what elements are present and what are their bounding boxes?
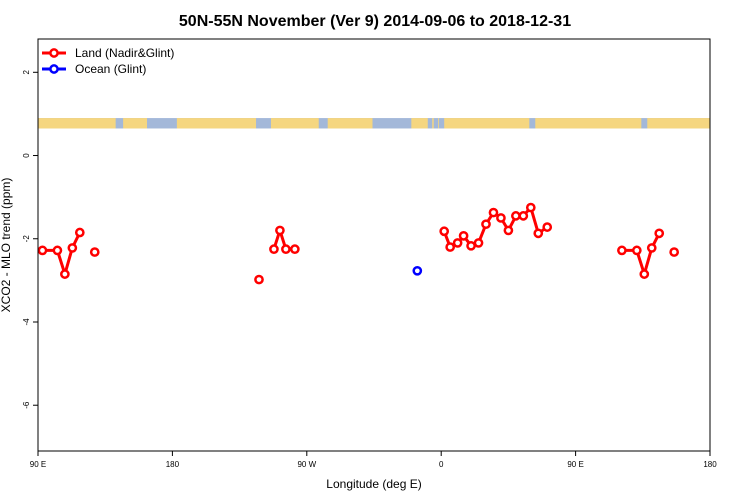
land-segment <box>327 118 373 129</box>
data-point <box>275 225 285 236</box>
data-point <box>445 242 456 252</box>
data-point <box>617 245 627 256</box>
land-segment <box>535 118 642 129</box>
x-tick-label: 90 E <box>567 460 583 469</box>
data-point <box>669 247 680 257</box>
data-point <box>481 219 491 230</box>
y-tick-label: -4 <box>22 318 31 326</box>
data-point <box>452 238 463 248</box>
data-point <box>654 228 665 239</box>
legend: Land (Nadir&Glint) Ocean (Glint) <box>42 46 174 76</box>
y-tick-label: 0 <box>22 153 31 158</box>
data-point <box>254 274 264 285</box>
legend-swatch-marker <box>49 64 59 74</box>
data-point <box>269 244 279 255</box>
series-line <box>621 232 661 276</box>
data-point <box>631 245 642 256</box>
data-point <box>412 265 423 276</box>
data-point <box>639 269 650 279</box>
x-axis: 90 E 180 90 W 0 90 E 180 <box>30 451 717 469</box>
legend-label: Land (Nadir&Glint) <box>75 46 174 60</box>
data-point <box>533 228 544 239</box>
data-point <box>511 211 521 221</box>
land-segment <box>432 118 434 129</box>
data-point <box>89 247 100 257</box>
data-point <box>37 245 48 256</box>
series-layer <box>37 202 680 285</box>
data-point <box>281 244 291 255</box>
data-point <box>52 245 63 256</box>
land-segment <box>176 118 257 129</box>
series <box>412 265 423 276</box>
land-segment <box>123 118 148 129</box>
x-tick-label: 90 E <box>30 460 46 469</box>
data-point <box>466 240 476 251</box>
data-point <box>646 243 657 253</box>
y-tick-label: -6 <box>22 401 31 409</box>
plot-frame <box>37 38 711 452</box>
data-point <box>458 230 469 241</box>
data-point <box>67 243 78 253</box>
y-axis-label: XCO2 - MLO trend (ppm) <box>0 178 13 313</box>
data-point <box>518 211 529 221</box>
chart-title: 50N-55N November (Ver 9) 2014-09-06 to 2… <box>179 13 571 30</box>
legend-label: Ocean (Glint) <box>75 62 146 76</box>
legend-item: Ocean (Glint) <box>42 62 146 76</box>
data-point <box>496 213 506 223</box>
legend-swatch-marker <box>49 48 59 58</box>
data-point <box>473 238 484 248</box>
data-point <box>488 207 499 218</box>
data-point <box>60 269 70 279</box>
land-segment <box>647 118 710 129</box>
y-tick-label: 2 <box>22 70 31 75</box>
land-segment <box>444 118 530 129</box>
data-point <box>74 227 85 238</box>
y-tick-label: -2 <box>22 235 31 243</box>
land-ocean-band <box>38 118 710 129</box>
land-segment <box>38 118 116 129</box>
data-point <box>290 244 300 255</box>
y-axis: 2 0 -2 -4 -6 <box>22 70 38 409</box>
data-point <box>542 222 553 232</box>
x-tick-label: 0 <box>439 460 444 469</box>
land-segment <box>438 118 440 129</box>
data-point <box>439 226 450 237</box>
series <box>37 202 680 285</box>
x-tick-label: 90 W <box>297 460 316 469</box>
data-point <box>503 225 514 236</box>
ocean-band <box>38 118 710 129</box>
x-tick-label: 180 <box>166 460 180 469</box>
x-tick-label: 180 <box>703 460 717 469</box>
x-axis-label: Longitude (deg E) <box>326 477 421 491</box>
data-point <box>525 202 536 213</box>
land-segment <box>270 118 319 129</box>
land-segment <box>411 118 428 129</box>
legend-item: Land (Nadir&Glint) <box>42 46 174 60</box>
